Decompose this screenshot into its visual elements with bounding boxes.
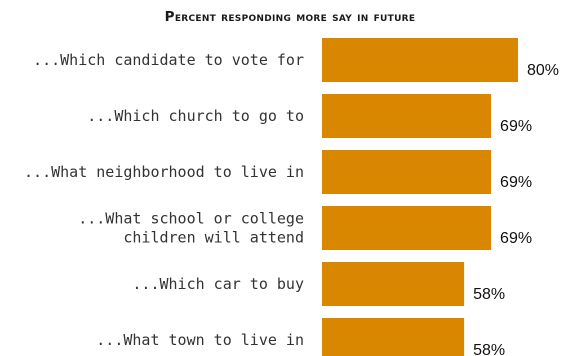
- bar: [322, 94, 492, 138]
- value-label: 58%: [473, 342, 505, 356]
- category-label: ...What school or college: [78, 210, 304, 228]
- bar: [322, 318, 465, 356]
- category-label: ...What town to live in: [96, 331, 304, 349]
- value-label: 80%: [527, 62, 559, 79]
- value-label: 58%: [473, 286, 505, 303]
- value-label: 69%: [500, 174, 532, 191]
- category-label: children will attend: [123, 229, 304, 247]
- bar: [322, 262, 465, 306]
- value-label: 69%: [500, 118, 532, 135]
- category-label: ...Which candidate to vote for: [33, 51, 304, 69]
- value-label: 69%: [500, 230, 532, 247]
- category-label: ...Which church to go to: [87, 107, 304, 125]
- category-label: ...What neighborhood to live in: [24, 163, 304, 181]
- bar: [322, 206, 492, 250]
- category-label: ...Which car to buy: [132, 275, 304, 293]
- bar: [322, 38, 518, 82]
- bar: [322, 150, 492, 194]
- chart-title: Percent responding more say in future: [164, 9, 416, 25]
